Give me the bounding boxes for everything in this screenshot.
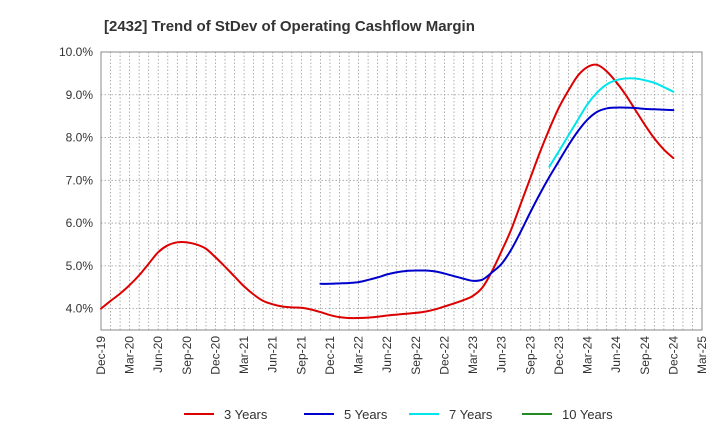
legend: 3 Years 5 Years 7 Years 10 Years [184, 407, 613, 422]
x-tick-label: Sep-22 [409, 336, 423, 375]
x-tick-label: Jun-21 [266, 336, 280, 373]
series-lines [100, 63, 675, 320]
legend-label-5-years: 5 Years [344, 407, 388, 422]
x-tick-label: Mar-25 [695, 336, 709, 374]
x-tick-label: Sep-21 [294, 336, 308, 375]
series-line-5-years [319, 106, 675, 285]
x-tick-label: Sep-24 [638, 336, 652, 375]
series-line-3-years [100, 63, 675, 320]
x-tick-label: Dec-22 [437, 336, 451, 375]
legend-label-3-years: 3 Years [224, 407, 268, 422]
x-tick-label: Dec-19 [94, 336, 108, 375]
x-tick-label: Dec-24 [666, 336, 680, 375]
x-tick-label: Mar-22 [352, 336, 366, 374]
x-tick-label: Dec-20 [208, 336, 222, 375]
gridlines [100, 51, 703, 330]
plot-border [100, 51, 703, 331]
x-tick-label: Mar-20 [123, 336, 137, 374]
x-tick-label: Jun-20 [151, 336, 165, 373]
x-tick-label: Sep-23 [523, 336, 537, 375]
y-tick-label: 10.0% [59, 45, 93, 59]
axes: 4.0% 5.0% 6.0% 7.0% 8.0% 9.0% 10.0% Dec-19 Mar-2… [59, 45, 709, 375]
y-tick-label: 8.0% [66, 131, 94, 145]
series-line-7-years [548, 77, 675, 168]
y-tick-label: 9.0% [66, 88, 94, 102]
x-tick-label: Dec-23 [552, 336, 566, 375]
chart-title: [2432] Trend of StDev of Operating Cashf… [104, 18, 475, 35]
x-tick-label: Mar-21 [237, 336, 251, 374]
legend-label-7-years: 7 Years [449, 407, 493, 422]
plot-area [101, 52, 702, 330]
y-tick-label: 6.0% [66, 216, 94, 230]
x-tick-label: Mar-23 [466, 336, 480, 374]
y-tick-label: 7.0% [66, 173, 94, 187]
y-tick-label: 4.0% [66, 302, 94, 316]
x-tick-label: Jun-22 [380, 336, 394, 373]
x-tick-label: Dec-21 [323, 336, 337, 375]
x-tick-label: Sep-20 [180, 336, 194, 375]
x-tick-label: Mar-24 [581, 336, 595, 374]
x-tick-label: Jun-23 [495, 336, 509, 373]
x-tick-label: Jun-24 [609, 336, 623, 373]
legend-label-10-years: 10 Years [562, 407, 613, 422]
y-tick-label: 5.0% [66, 259, 94, 273]
